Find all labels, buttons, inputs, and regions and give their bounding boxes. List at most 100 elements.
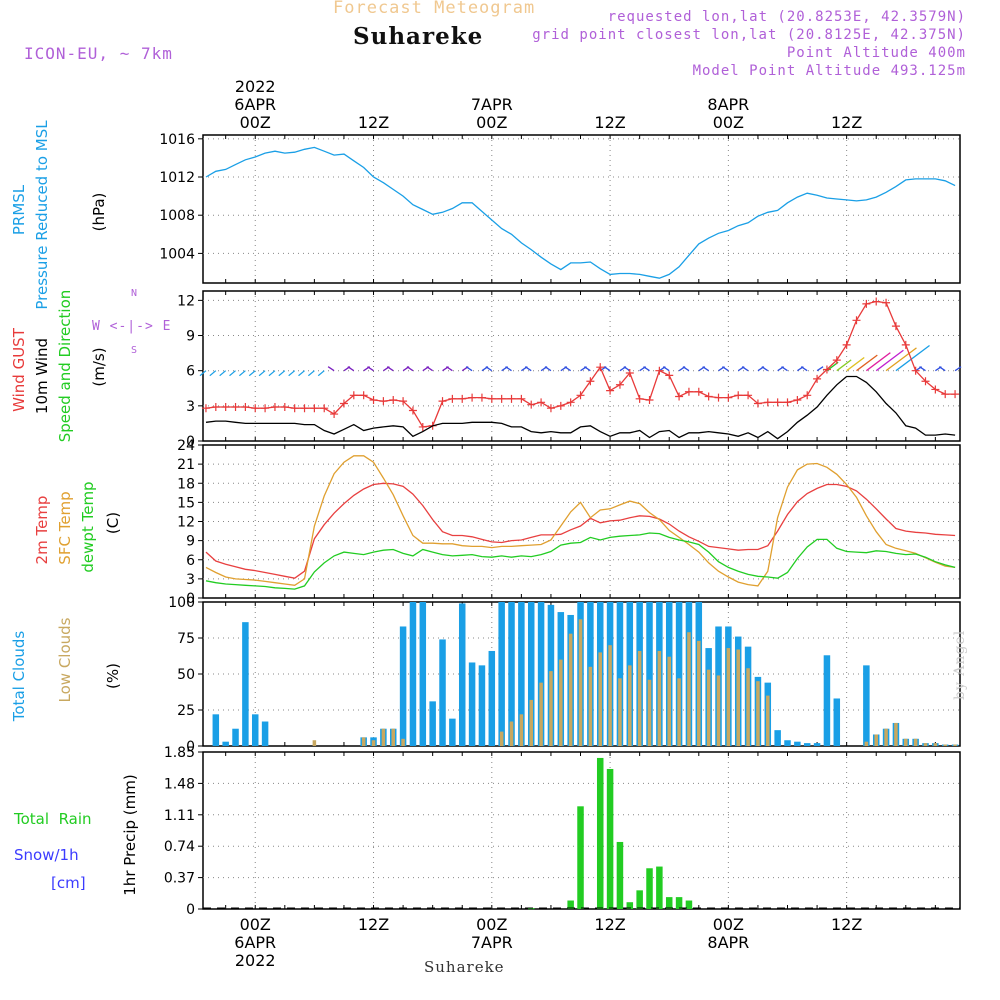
total-cloud-bar (488, 650, 496, 746)
temperature-ytick-label: 21 (177, 457, 195, 473)
low-cloud-bar (628, 665, 632, 746)
low-cloud-bar (618, 678, 622, 746)
wind-arrow (662, 366, 670, 372)
pressure-label-2: Pressure Reduced to MSL (33, 120, 51, 310)
low-cloud-bar (588, 666, 593, 746)
low-cloud-bar (923, 743, 928, 746)
temperature-ytick-label: 18 (177, 476, 195, 492)
compass-we: W <-|-> E (92, 319, 172, 334)
wind-arrow (865, 352, 891, 372)
sfc-temp-label: SFC Temp (56, 491, 74, 565)
gust-marker (694, 387, 703, 396)
gust-marker (675, 392, 684, 401)
wind-arrow (505, 366, 512, 372)
wind-arrow (800, 366, 808, 372)
footer-station: Suhareke (424, 958, 505, 976)
total-cloud-bar (813, 743, 821, 746)
wind-arrow (446, 366, 453, 372)
wind-arrow (895, 344, 930, 372)
top-year-label: 2022 (235, 77, 276, 96)
low-cloud-bar (647, 679, 652, 746)
precip-ytick-label: 1.48 (164, 776, 195, 792)
low-cloud-bar (539, 682, 543, 746)
gust-marker (891, 322, 900, 331)
top-hour-label: 12Z (831, 113, 862, 132)
total-cloud-bar (439, 639, 446, 746)
grid-point-coords: grid point closest lon,lat (20.8125E, 42… (532, 27, 966, 43)
point-altitude: Point Altitude 400m (786, 45, 966, 61)
watermark: by Angel (952, 629, 968, 700)
wind-arrow (623, 366, 631, 372)
temperature-ytick-label: 3 (186, 572, 195, 588)
wind-arrow (367, 366, 374, 372)
low-cloud-bar (953, 744, 957, 746)
pressure-unit: (hPa) (90, 192, 108, 232)
compass-n: N (131, 288, 139, 299)
temperature-line (205, 532, 956, 590)
total-cloud-bar (616, 602, 624, 746)
gust-marker (576, 391, 585, 400)
low-cloud-bar (766, 695, 770, 746)
wind-ytick-label: 0 (186, 434, 195, 450)
rain-bar (606, 768, 614, 909)
gust-marker (408, 406, 417, 415)
total-cloud-bar (675, 602, 683, 746)
total-cloud-bar (498, 602, 505, 746)
wind-arrow (298, 370, 305, 377)
gust-marker (645, 395, 654, 404)
total-cloud-bar (458, 603, 466, 746)
rain-bar (527, 908, 535, 910)
gust-marker (477, 393, 486, 402)
rain-bar (596, 757, 604, 909)
precip-ytick-label: 0.37 (164, 871, 195, 887)
gust-marker (251, 404, 260, 413)
top-date-label: 6APR (234, 95, 276, 114)
wind-arrow (426, 366, 434, 372)
wind-arrow (524, 366, 532, 372)
wind-arrow (816, 366, 824, 372)
gust-marker (330, 410, 339, 419)
wind-arrow (327, 366, 335, 372)
temperature-ytick-label: 9 (186, 534, 195, 550)
pressure-frame (202, 134, 961, 284)
gust-marker (468, 393, 477, 402)
gust-marker (655, 366, 664, 375)
low-cloud-bar (529, 699, 533, 746)
gust-marker (546, 404, 555, 413)
gust-marker (556, 401, 565, 410)
gust-marker (911, 366, 920, 375)
wind-frame (202, 290, 961, 442)
bottom-year-label: 2022 (235, 951, 276, 970)
gust-marker (507, 394, 516, 403)
rain-bar (577, 806, 584, 909)
rain-bar (685, 900, 693, 909)
wind-arrow (761, 366, 769, 372)
wind-arrow (938, 366, 946, 372)
bottom-hour-label: 12Z (831, 915, 862, 934)
gust-marker (497, 394, 506, 403)
temperature-ytick-label: 12 (177, 515, 195, 531)
gust-marker (320, 404, 329, 413)
low-cloud-bar (677, 678, 681, 746)
low-cloud-bar (667, 656, 671, 746)
total-cloud-bar (508, 602, 515, 746)
top-hour-label: 00Z (713, 113, 744, 132)
total-cloud-bar (478, 665, 486, 746)
low-cloud-bar (568, 633, 573, 746)
top-date-label: 7APR (471, 95, 513, 114)
total-cloud-bar (823, 655, 831, 746)
gust-marker (280, 403, 289, 412)
gust-marker (803, 391, 812, 400)
low-cloud-bar (913, 738, 918, 746)
top-hour-label: 00Z (240, 113, 271, 132)
wind-arrow (643, 366, 650, 372)
low-cloud-bar (549, 671, 553, 746)
wind-arrow (317, 370, 325, 377)
low-cloud-bar (756, 681, 760, 746)
bottom-hour-label: 00Z (476, 915, 507, 934)
wind-dir-label: Speed and Direction (56, 289, 74, 443)
total-cloud-bar (251, 714, 259, 746)
temperature-line (205, 482, 956, 579)
gust-marker (793, 395, 802, 404)
